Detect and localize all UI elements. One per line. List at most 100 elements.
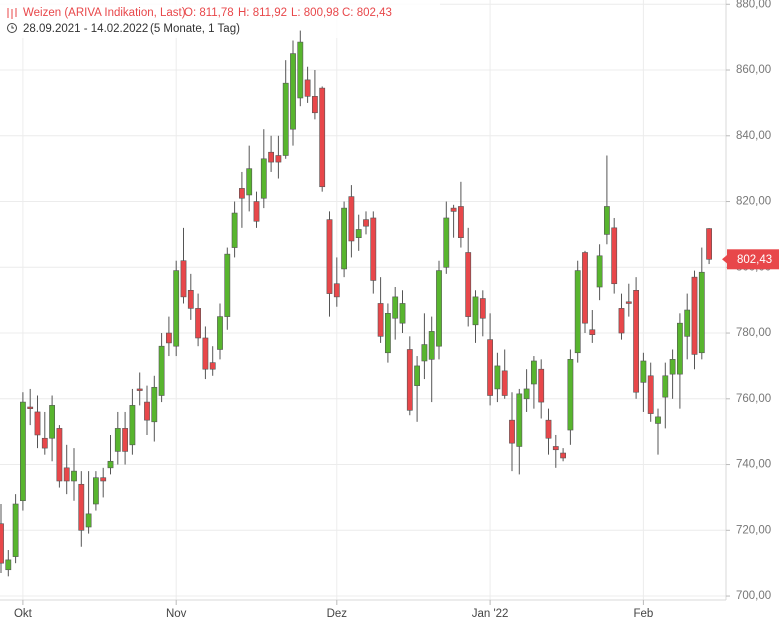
candle-body: [319, 87, 326, 188]
last-price-pointer: [722, 254, 728, 265]
candle-body: [669, 359, 676, 375]
candle-body: [107, 460, 114, 469]
candle-body: [195, 308, 201, 339]
candle-body: [71, 470, 77, 482]
candle-body: [370, 217, 377, 281]
y-tick-label: 880,00: [736, 0, 771, 10]
candle-body: [355, 229, 362, 238]
y-tick-label: 860,00: [736, 64, 771, 76]
ohlc-label: H: 811,92: [238, 7, 287, 19]
candle-body: [217, 316, 223, 350]
candle-body: [282, 82, 289, 156]
candle-body: [341, 207, 347, 270]
candle-body: [523, 388, 530, 400]
candle-body: [19, 401, 26, 502]
candle-body: [436, 270, 442, 347]
period-note: (5 Monate, 1 Tag): [150, 23, 240, 35]
candle-body: [78, 483, 85, 531]
candle-body: [122, 428, 128, 452]
candle-body: [552, 446, 559, 451]
candle-body: [246, 168, 253, 196]
x-tick-label: Dez: [327, 608, 348, 620]
candle-body: [647, 375, 654, 414]
candle-body: [202, 337, 209, 370]
candle-body: [231, 212, 238, 248]
period: 28.09.2021 - 14.02.2022: [23, 23, 148, 35]
candle-body: [487, 339, 493, 396]
candle-body: [260, 158, 267, 199]
candle-body: [706, 228, 712, 260]
candle-body: [56, 428, 63, 482]
ohlc-label: O: 811,78: [184, 7, 234, 19]
candle-body: [129, 405, 136, 446]
candle-body: [611, 227, 618, 285]
x-tick-label: Okt: [14, 608, 33, 620]
candle-body: [27, 406, 34, 409]
candle-body: [676, 322, 683, 375]
candle-body: [582, 252, 588, 324]
candle-body: [640, 360, 647, 383]
candle-body: [187, 290, 194, 309]
candle-body: [392, 296, 399, 319]
candle-body: [399, 303, 406, 324]
y-tick-label: 720,00: [736, 524, 771, 536]
candle-body: [209, 362, 216, 370]
chart-title: Weizen (ARIVA Indikation, Last): [23, 7, 186, 19]
candle-body: [239, 188, 245, 199]
candle-body: [406, 349, 413, 411]
candle-body: [275, 155, 282, 163]
candle-body: [0, 523, 4, 564]
header-background: [0, 0, 440, 38]
candle-body: [180, 260, 187, 298]
candle-body: [450, 207, 457, 212]
candle-body: [698, 271, 705, 354]
ohlc-label: L: 800,98: [291, 7, 339, 19]
candle-body: [421, 344, 428, 362]
ohlc-label: C: 802,43: [342, 7, 392, 19]
candle-body: [662, 375, 669, 398]
candle-body: [34, 411, 41, 436]
candle-body: [363, 219, 369, 227]
candle-body: [501, 370, 508, 396]
candle-body: [655, 416, 661, 424]
clock-icon: [7, 23, 17, 33]
candle-body: [173, 270, 180, 347]
candle-body: [297, 41, 304, 99]
last-price-box: [727, 249, 779, 270]
candle-body: [41, 437, 48, 449]
candle-body: [691, 276, 698, 355]
candle-body: [414, 365, 420, 386]
candle-body: [633, 290, 639, 393]
candle-body: [144, 401, 150, 421]
candle-body: [158, 345, 165, 396]
candle-body: [384, 313, 391, 354]
candle-body: [166, 332, 172, 344]
candle-body: [253, 201, 260, 222]
candle-body: [603, 206, 610, 235]
candle-body: [596, 255, 603, 288]
candle-body: [574, 270, 581, 354]
candle-body: [333, 283, 340, 298]
candle-body: [465, 252, 472, 317]
last-price-label: 802,43: [737, 254, 772, 266]
candle-body: [114, 428, 121, 452]
candle-body: [63, 467, 70, 482]
candle-body: [472, 296, 479, 326]
y-tick-label: 760,00: [736, 393, 771, 405]
candle-body: [428, 331, 435, 360]
y-tick-label: 840,00: [736, 130, 771, 142]
y-tick-label: 780,00: [736, 327, 771, 339]
y-tick-label: 700,00: [736, 590, 771, 602]
grid-layer: [0, 0, 726, 600]
candle-body: [136, 388, 143, 391]
candle-body: [479, 298, 486, 319]
candle-body: [538, 368, 545, 403]
candle-body: [304, 79, 311, 97]
candle-body: [589, 329, 596, 335]
candle-body: [509, 419, 515, 444]
candle-body: [560, 452, 566, 459]
y-tick-label: 820,00: [736, 196, 771, 208]
candle-body: [545, 419, 552, 439]
